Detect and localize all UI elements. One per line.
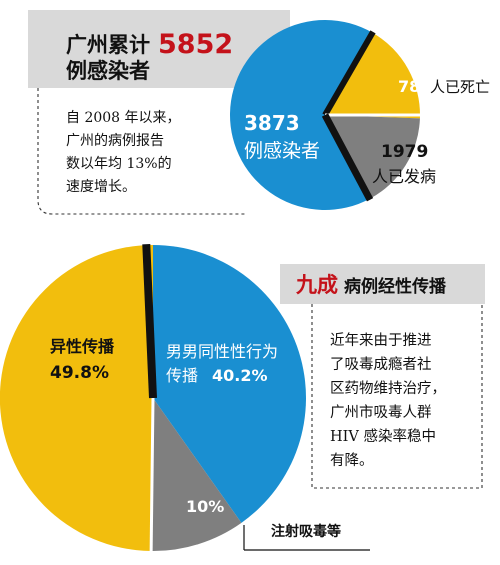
bottom-note-line: 广州市吸毒人群 [330,404,432,421]
bottom-note-dashed-frame [311,304,483,489]
slice-separator [149,397,155,553]
pie-slice [325,115,420,199]
top-title-suffix: 例感染者 [66,59,150,83]
pie-slice [229,20,373,211]
slice-category-label: 传播 [166,366,198,385]
slice-category-label: 注射吸毒等 [271,523,341,540]
top-note-line: 数以年均 13%的 [66,156,172,172]
bottom-note-line: 近年来由于推进 [330,332,432,349]
slice-value-label: 1979 [381,142,428,162]
top-note: 自 2008 年以来， 广州的病例报告 数以年均 13%的 速度增长。 [66,110,181,195]
bottom-note-line: HIV 感染率稳中 [330,428,436,445]
top-note-dashed-frame [37,88,245,215]
pie-chart-infections [229,20,421,211]
slice-separator [321,113,374,202]
slice-category-label: 人已死亡 [430,78,490,96]
bottom-title-banner [280,264,485,304]
slice-category-label: 男男同性性行为 [166,342,278,361]
top-title-number: 5852 [158,29,233,60]
pie-slice [325,32,420,119]
slice-category-label: 异性传播 [50,337,115,356]
pie-slice [0,245,153,551]
bottom-note-line: 区药物维持治疗， [330,380,446,397]
pie-chart-transmission [0,243,306,553]
bottom-title-rest: 病例经性传播 [344,276,447,297]
top-note-line: 自 2008 年以来， [66,110,181,126]
slice-category-label: 人已发病 [372,167,436,186]
bottom-title-highlight: 九成 [295,273,338,297]
top-note-line: 广州的病例报告 [66,133,164,149]
label-backdrop [427,70,497,100]
top-note-line: 速度增长。 [66,179,136,195]
bottom-note-line: 有降。 [330,452,374,469]
slice-value-label: 3873 [244,111,300,135]
slice-value-label: 49.8% [50,363,109,383]
pie-slice [153,245,306,523]
bottom-note-line: 了吸毒成瘾者社 [330,356,432,373]
slice-value-label: 10% [186,497,224,516]
slice-separator [142,243,157,399]
pie-slice [151,398,242,552]
top-title-prefix: 广州累计 [66,33,150,57]
slice-category-label: 例感染者 [244,140,320,162]
slice-value-label: 785 [398,77,431,96]
bottom-note: 近年来由于推进 了吸毒成瘾者社 区药物维持治疗， 广州市吸毒人群 HIV 感染率… [330,332,446,469]
slice-separator [322,30,376,117]
slice-value-label: 40.2% [212,366,268,385]
